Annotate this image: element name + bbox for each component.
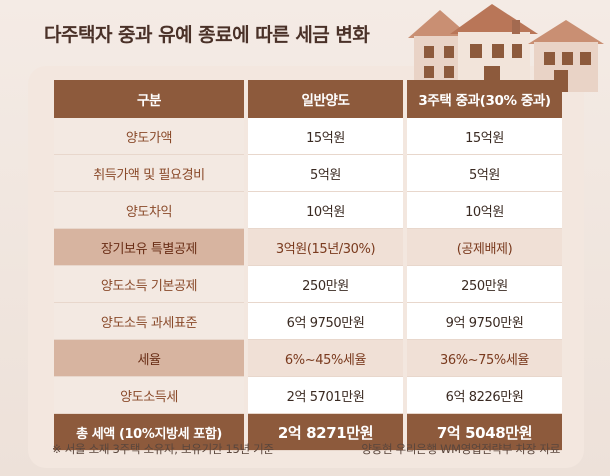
table-row: 양도차익 10억원 10억원 (54, 192, 562, 229)
row-label: 양도소득세 (54, 377, 244, 414)
row-general-value: 250만원 (248, 266, 403, 303)
row-label: 세율 (54, 340, 244, 377)
row-heavy-value: 250만원 (407, 266, 562, 303)
row-heavy-value: (공제배제) (407, 229, 562, 266)
row-heavy-value: 36%~75%세율 (407, 340, 562, 377)
tax-comparison-table: 구분 일반양도 3주택 중과(30% 중과) 양도가액 15억원 15억원 취득… (50, 80, 566, 451)
row-heavy-value: 15억원 (407, 118, 562, 155)
row-heavy-value: 9억 9750만원 (407, 303, 562, 340)
header-category: 구분 (54, 80, 244, 118)
source-credit: 양동현 우리은행 WM영업전략부 차장 자료 (361, 442, 560, 456)
table-header-row: 구분 일반양도 3주택 중과(30% 중과) (54, 80, 562, 118)
table-row-highlight: 장기보유 특별공제 3억원(15년/30%) (공제배제) (54, 229, 562, 266)
row-general-value: 6%~45%세율 (248, 340, 403, 377)
table-row-highlight: 세율 6%~45%세율 36%~75%세율 (54, 340, 562, 377)
table-row: 양도소득 과세표준 6억 9750만원 9억 9750만원 (54, 303, 562, 340)
row-heavy-value: 10억원 (407, 192, 562, 229)
row-label: 양도가액 (54, 118, 244, 155)
row-label: 장기보유 특별공제 (54, 229, 244, 266)
total-label: 총 세액 (10%지방세 포함) (54, 414, 244, 451)
row-heavy-value: 6억 8226만원 (407, 377, 562, 414)
header-heavy: 3주택 중과(30% 중과) (407, 80, 562, 118)
table-row: 양도소득세 2억 5701만원 6억 8226만원 (54, 377, 562, 414)
row-general-value: 5억원 (248, 155, 403, 192)
houses-illustration (408, 4, 604, 92)
row-general-value: 2억 5701만원 (248, 377, 403, 414)
header-general: 일반양도 (248, 80, 403, 118)
page-title: 다주택자 중과 유예 종료에 따른 세금 변화 (44, 24, 370, 46)
table-row: 양도소득 기본공제 250만원 250만원 (54, 266, 562, 303)
footnote: ※ 서울 소재 3주택 소유자, 보유기간 15년 기준 (52, 442, 274, 456)
row-label: 양도소득 과세표준 (54, 303, 244, 340)
row-label: 양도소득 기본공제 (54, 266, 244, 303)
row-label: 취득가액 및 필요경비 (54, 155, 244, 192)
row-general-value: 10억원 (248, 192, 403, 229)
table-row: 취득가액 및 필요경비 5억원 5억원 (54, 155, 562, 192)
total-heavy-value: 7억 5048만원 (407, 414, 562, 451)
row-general-value: 15억원 (248, 118, 403, 155)
row-general-value: 6억 9750만원 (248, 303, 403, 340)
row-label: 양도차익 (54, 192, 244, 229)
total-general-value: 2억 8271만원 (248, 414, 403, 451)
table-total-row: 총 세액 (10%지방세 포함) 2억 8271만원 7억 5048만원 (54, 414, 562, 451)
table-row: 양도가액 15억원 15억원 (54, 118, 562, 155)
row-general-value: 3억원(15년/30%) (248, 229, 403, 266)
row-heavy-value: 5억원 (407, 155, 562, 192)
